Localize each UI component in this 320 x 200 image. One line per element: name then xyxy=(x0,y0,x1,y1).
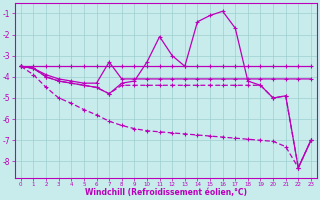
X-axis label: Windchill (Refroidissement éolien,°C): Windchill (Refroidissement éolien,°C) xyxy=(85,188,247,197)
